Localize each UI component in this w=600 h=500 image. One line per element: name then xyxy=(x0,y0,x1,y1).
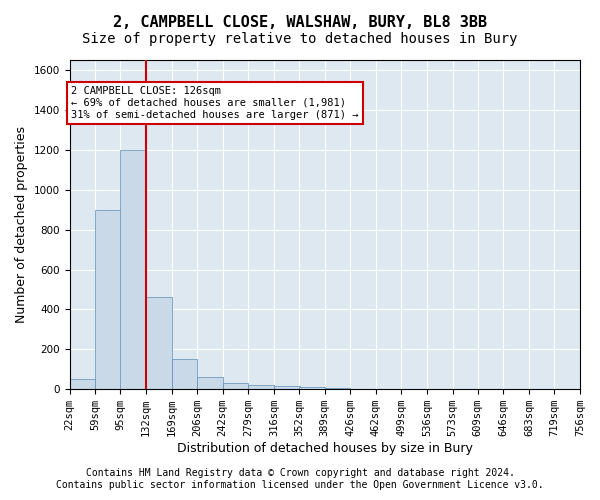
Y-axis label: Number of detached properties: Number of detached properties xyxy=(15,126,28,323)
Bar xyxy=(274,386,300,389)
Bar xyxy=(299,387,325,389)
Bar xyxy=(120,150,146,389)
Bar xyxy=(95,210,121,389)
Bar xyxy=(146,298,172,389)
X-axis label: Distribution of detached houses by size in Bury: Distribution of detached houses by size … xyxy=(177,442,473,455)
Bar xyxy=(197,378,223,389)
Bar xyxy=(223,383,248,389)
Text: 2, CAMPBELL CLOSE, WALSHAW, BURY, BL8 3BB: 2, CAMPBELL CLOSE, WALSHAW, BURY, BL8 3B… xyxy=(113,15,487,30)
Bar xyxy=(325,388,350,389)
Bar xyxy=(70,379,95,389)
Bar xyxy=(172,360,197,389)
Text: Contains HM Land Registry data © Crown copyright and database right 2024.
Contai: Contains HM Land Registry data © Crown c… xyxy=(56,468,544,490)
Bar xyxy=(248,385,274,389)
Text: Size of property relative to detached houses in Bury: Size of property relative to detached ho… xyxy=(82,32,518,46)
Text: 2 CAMPBELL CLOSE: 126sqm
← 69% of detached houses are smaller (1,981)
31% of sem: 2 CAMPBELL CLOSE: 126sqm ← 69% of detach… xyxy=(71,86,358,120)
Bar xyxy=(350,388,376,389)
